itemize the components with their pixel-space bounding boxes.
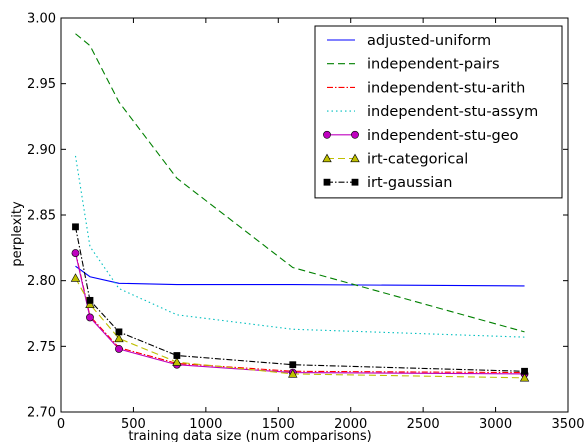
legend-label-independent-stu-assym: independent-stu-assym (367, 104, 538, 120)
legend-marker-irt-categorical (322, 153, 332, 163)
y-tick-label: 2.70 (27, 406, 56, 421)
legend-label-independent-stu-arith: independent-stu-arith (367, 80, 525, 96)
data-point-irt-categorical (70, 273, 81, 282)
y-tick-label: 2.80 (27, 274, 56, 289)
y-tick-label: 2.95 (27, 77, 56, 92)
x-tick-label: 2000 (334, 417, 367, 432)
data-point-independent-stu-geo (71, 249, 80, 257)
legend-box (314, 25, 563, 199)
legend-marker-independent-stu-geo (351, 130, 359, 139)
x-tick-label: 500 (121, 417, 146, 432)
data-point-irt-gaussian (115, 328, 123, 336)
legend-label-adjusted-uniform: adjusted-uniform (367, 33, 491, 49)
legend-entry-irt-categorical: irt-categorical (322, 152, 468, 168)
x-tick-label: 3500 (551, 417, 584, 432)
legend-entry-independent-stu-assym: independent-stu-assym (327, 104, 538, 120)
x-tick-label: 2500 (407, 417, 440, 432)
series-independent-pairs (75, 33, 525, 333)
data-point-irt-categorical (114, 333, 124, 343)
legend: adjusted-uniform independent-pairs indepen… (314, 25, 563, 199)
legend-entry-irt-gaussian: irt-gaussian (323, 175, 452, 191)
series-layer (70, 33, 530, 382)
x-axis-label: training data size (num comparisons) (128, 429, 371, 442)
y-tick-label: 3.00 (27, 12, 56, 27)
data-point-independent-stu-geo (115, 345, 123, 353)
legend-label-irt-gaussian: irt-gaussian (367, 175, 452, 191)
data-point-irt-categorical (85, 299, 95, 308)
legend-marker-irt-gaussian (323, 178, 331, 186)
x-tick-label: 1000 (189, 417, 222, 432)
legend-entry-adjusted-uniform: adjusted-uniform (327, 33, 491, 49)
legend-entry-independent-pairs: independent-pairs (327, 57, 500, 73)
x-tick-label: 1500 (262, 417, 295, 432)
data-point-irt-gaussian (86, 296, 94, 304)
data-point-irt-categorical (519, 373, 530, 382)
data-point-irt-gaussian (521, 367, 528, 375)
series-line-irt-gaussian (74, 226, 525, 372)
x-tick-label: 3000 (479, 417, 512, 432)
data-point-irt-categorical (288, 369, 298, 378)
series-line-adjusted-uniform (75, 265, 525, 287)
legend-label-irt-categorical: irt-categorical (367, 152, 468, 168)
series-line-independent-pairs (75, 33, 525, 333)
series-irt-gaussian (72, 223, 528, 375)
data-point-irt-gaussian (173, 352, 181, 359)
series-adjusted-uniform (75, 265, 525, 287)
legend-marker-irt-categorical (350, 153, 360, 163)
legend-label-independent-pairs: independent-pairs (367, 57, 500, 73)
legend-marker-irt-gaussian (351, 178, 359, 186)
axes-layer: 0 500 1000 1500 2000 2500 3000 3500 2.70 2.75 2.80… (27, 12, 584, 433)
data-point-irt-gaussian (72, 223, 79, 231)
legend-label-independent-stu-geo: independent-stu-geo (367, 128, 519, 144)
y-tick-label: 2.90 (27, 143, 56, 158)
data-point-irt-gaussian (289, 361, 297, 369)
data-point-independent-stu-geo (86, 313, 94, 322)
y-axis-label: perplexity (10, 201, 25, 267)
legend-entry-independent-stu-geo: independent-stu-geo (323, 128, 519, 144)
data-point-irt-categorical (172, 357, 182, 366)
y-tick-label: 2.75 (27, 340, 56, 355)
legend-marker-independent-stu-geo (323, 130, 331, 139)
legend-entry-independent-stu-arith: independent-stu-arith (327, 80, 525, 96)
y-tick-label: 2.85 (27, 209, 56, 224)
x-tick-label: 0 (57, 417, 65, 432)
